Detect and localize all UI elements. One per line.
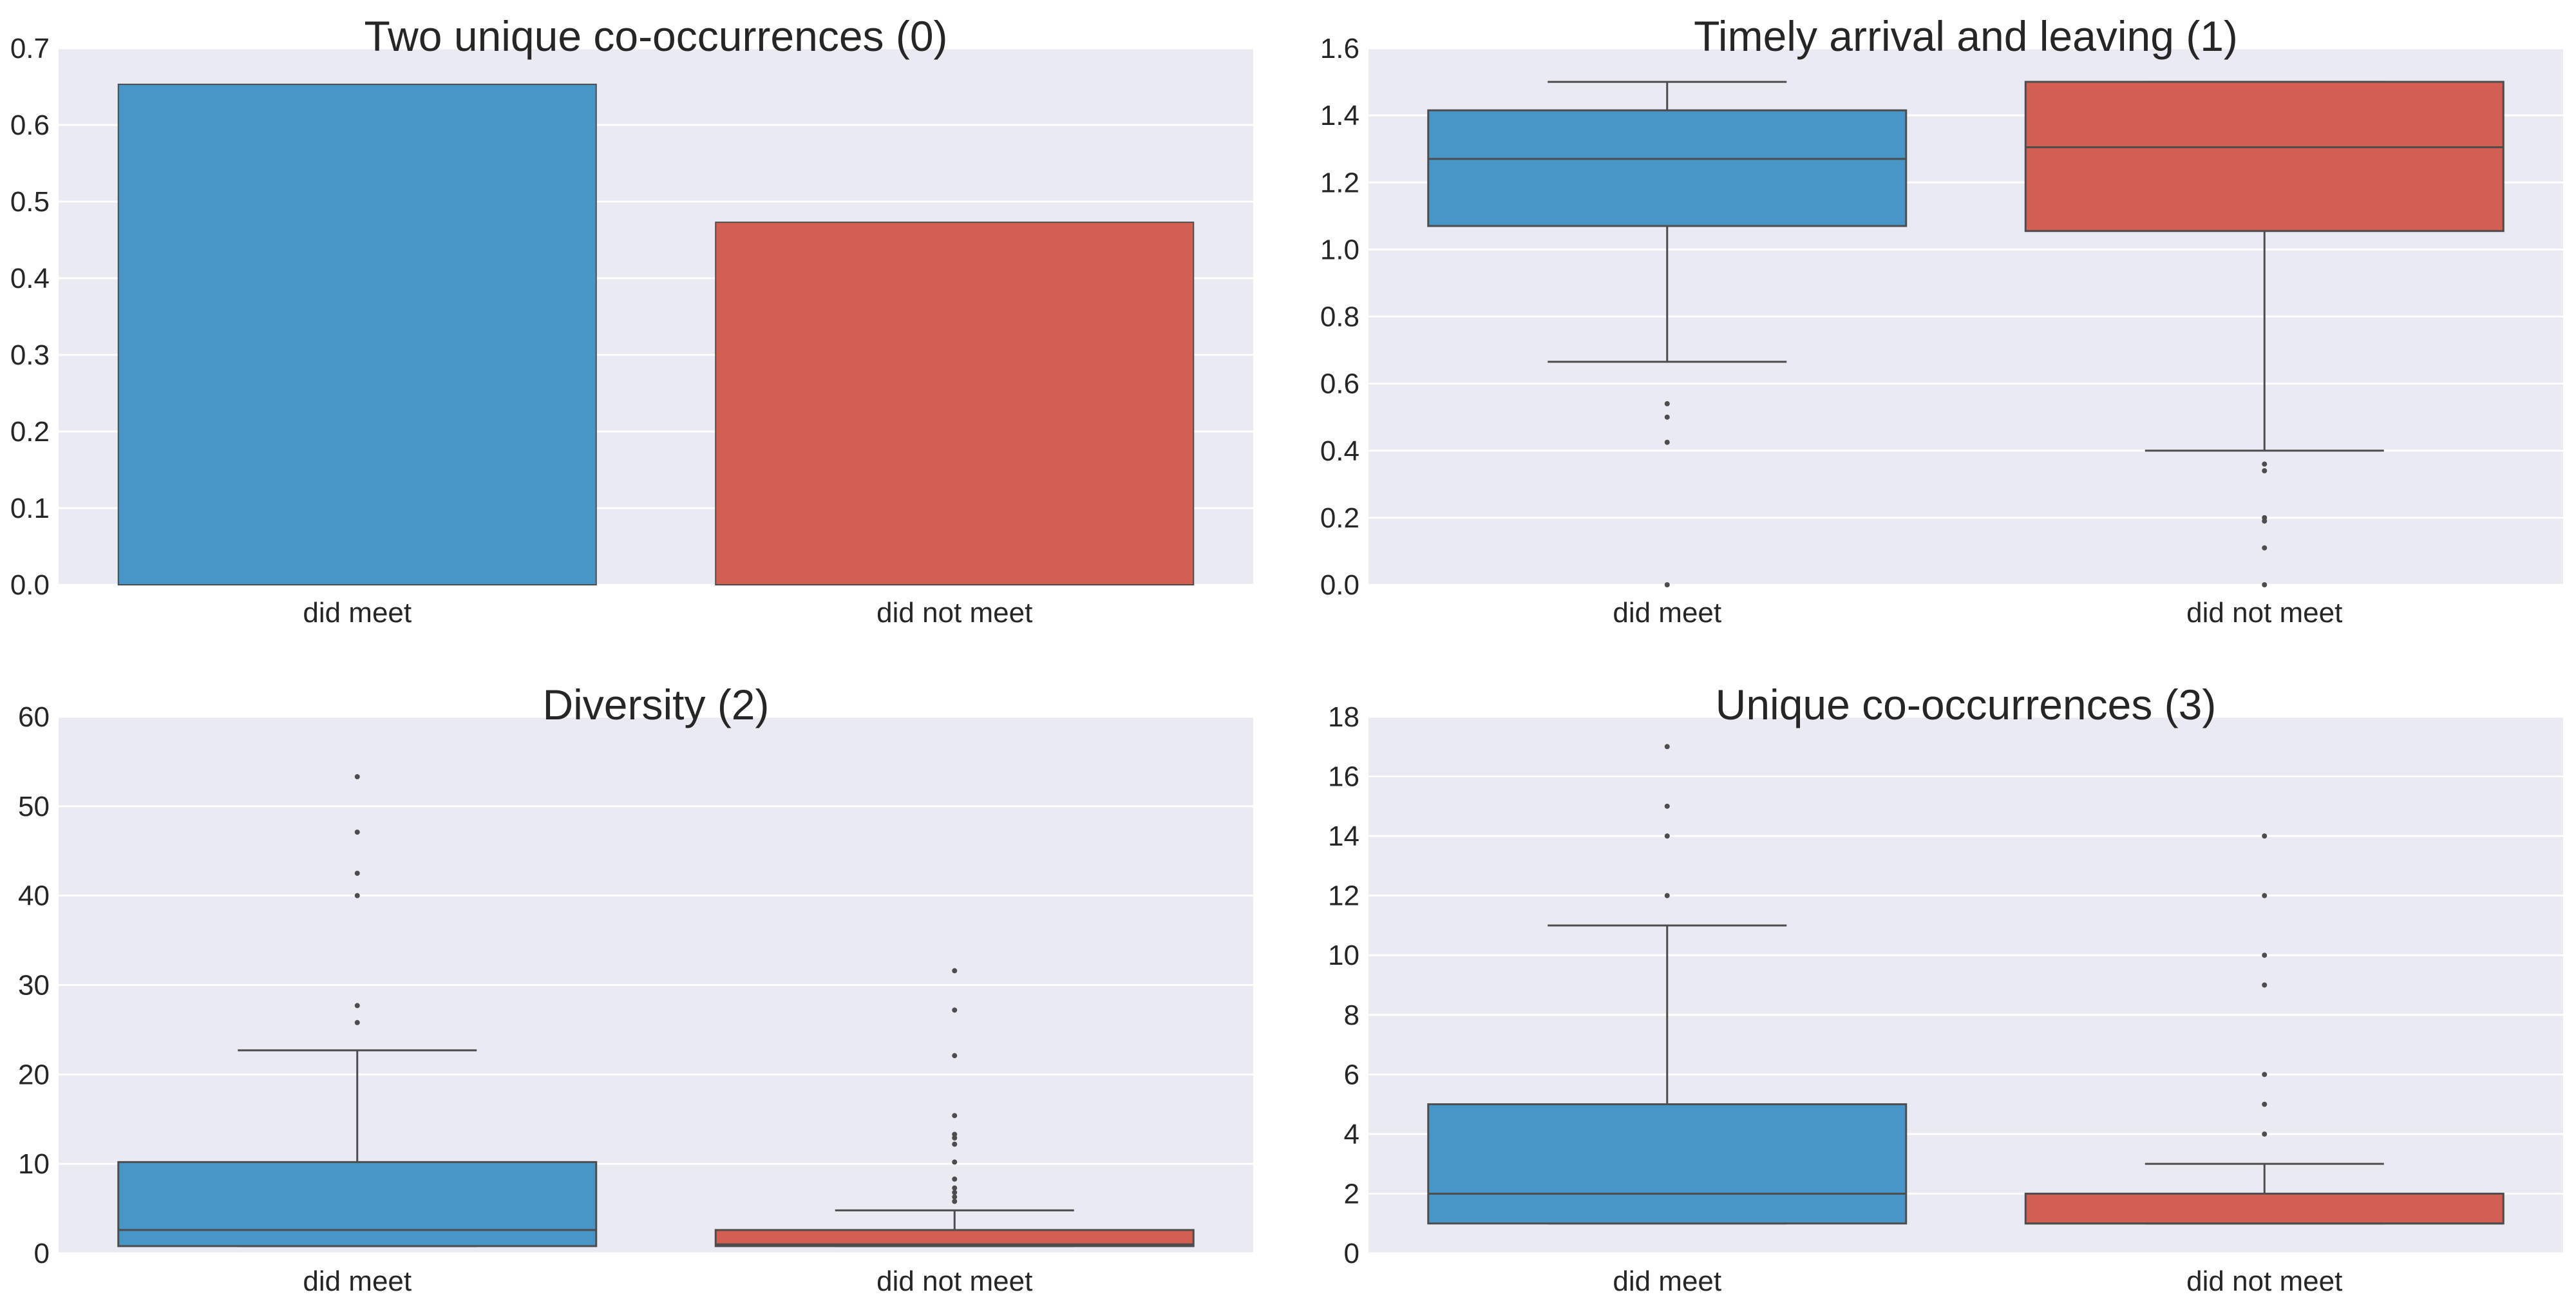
subplot-3: 0 2 4 6 8 10 12 14 16 18 Unique co-occurrences (3)…: [1328, 681, 2563, 1297]
y-tick-label: 1.4: [1320, 100, 1359, 131]
box-did-meet: [117, 1161, 598, 1247]
outlier-point: [1664, 439, 1670, 445]
y-tick-label: 4: [1344, 1119, 1359, 1150]
y-tick-label: 2: [1344, 1178, 1359, 1209]
x-tick-label: did meet: [303, 1266, 412, 1297]
chart-title: Two unique co-occurrences (0): [364, 12, 947, 60]
chart-title: Unique co-occurrences (3): [1716, 681, 2217, 728]
outlier-point: [2262, 893, 2268, 898]
y-tick-label: 1.6: [1320, 33, 1359, 64]
outlier-point: [354, 893, 360, 898]
subplot-1: 0.0 0.2 0.4 0.6 0.8 1.0 1.2 1.4 1.6 Timely arriva…: [1320, 12, 2563, 629]
outlier-point: [354, 870, 360, 876]
y-tick-label: 0.2: [10, 416, 50, 448]
outlier-point: [1664, 833, 1670, 839]
y-tick-label: 0.5: [10, 186, 50, 218]
chart-title: Timely arrival and leaving (1): [1694, 12, 2238, 60]
outlier-point: [354, 1019, 360, 1025]
outlier-point: [2262, 468, 2268, 473]
outlier-point: [1664, 582, 1670, 587]
y-tick-label: 0.2: [1320, 502, 1359, 534]
y-tick-label: 20: [18, 1059, 50, 1090]
box-did-not-meet: [2024, 1192, 2505, 1225]
outlier-point: [1664, 414, 1670, 420]
outlier-point: [952, 1135, 958, 1141]
y-tick-label: 0: [1344, 1238, 1359, 1269]
y-tick-label: 0.0: [1320, 569, 1359, 601]
y-tick-label: 16: [1328, 761, 1359, 793]
outlier-point: [952, 1053, 958, 1059]
y-tick-label: 10: [18, 1148, 50, 1180]
outlier-point: [354, 1003, 360, 1009]
subplot-2: 0 10 20 30 40 50 60 Diversity (2) did meet did no…: [18, 681, 1253, 1297]
y-tick-label: 0.7: [10, 33, 50, 64]
x-tick-label: did meet: [1613, 597, 1721, 629]
outlier-point: [2262, 518, 2268, 524]
outlier-point: [952, 1159, 958, 1165]
y-tick-label: 40: [18, 880, 50, 912]
y-tick-label: 12: [1328, 880, 1359, 912]
y-tick-label: 0.1: [10, 493, 50, 524]
y-tick-label: 0.8: [1320, 301, 1359, 333]
y-tick-label: 6: [1344, 1059, 1359, 1090]
outlier-point: [952, 1176, 958, 1182]
box-did-not-meet: [2024, 81, 2505, 232]
outlier-point: [1664, 803, 1670, 809]
y-tick-label: 0.6: [1320, 368, 1359, 400]
outlier-point: [952, 1199, 958, 1204]
outlier-point: [2262, 582, 2268, 587]
outlier-point: [354, 830, 360, 835]
outlier-point: [2262, 1072, 2268, 1077]
outlier-point: [952, 1141, 958, 1147]
y-tick-label: 0.6: [10, 109, 50, 141]
outlier-point: [2262, 953, 2268, 958]
y-tick-label: 0.4: [1320, 435, 1359, 467]
x-tick-label: did meet: [1613, 1266, 1721, 1297]
outlier-point: [2262, 1101, 2268, 1107]
outlier-point: [2262, 982, 2268, 988]
bar-did-meet: [117, 83, 597, 585]
outlier-point: [952, 1194, 958, 1200]
outlier-point: [952, 1185, 958, 1191]
x-tick-label: did not meet: [2186, 597, 2342, 629]
y-tick-label: 60: [18, 701, 50, 733]
chart-title: Diversity (2): [542, 681, 769, 728]
box-did-meet: [1427, 109, 1908, 227]
y-tick-label: 10: [1328, 940, 1359, 971]
outlier-point: [354, 774, 360, 780]
y-tick-label: 0.4: [10, 263, 50, 294]
x-tick-label: did not meet: [876, 1266, 1032, 1297]
x-tick-label: did meet: [303, 597, 412, 629]
subplot-0: 0.0 0.1 0.2 0.3 0.4 0.5 0.6 0.7 Two unique co-oc…: [10, 12, 1253, 629]
outlier-point: [952, 1007, 958, 1013]
x-tick-label: did not meet: [876, 597, 1032, 629]
outlier-point: [952, 1190, 958, 1195]
y-tick-label: 0.3: [10, 339, 50, 371]
y-tick-label: 30: [18, 970, 50, 1001]
y-tick-label: 1.0: [1320, 234, 1359, 265]
y-tick-label: 0: [34, 1238, 50, 1269]
subplots: 0.0 0.1 0.2 0.3 0.4 0.5 0.6 0.7 Two unique co-oc…: [10, 12, 2563, 1297]
box-did-meet: [1427, 1103, 1908, 1225]
outlier-point: [1664, 893, 1670, 898]
outlier-point: [952, 1132, 958, 1137]
y-tick-label: 0.0: [10, 569, 50, 601]
y-tick-label: 18: [1328, 701, 1359, 733]
y-tick-label: 8: [1344, 1000, 1359, 1031]
outlier-point: [2262, 461, 2268, 467]
bar-did-not-meet: [715, 222, 1195, 585]
x-tick-label: did not meet: [2186, 1266, 2342, 1297]
y-tick-label: 14: [1328, 820, 1359, 852]
y-tick-label: 50: [18, 791, 50, 822]
outlier-point: [952, 968, 958, 974]
y-tick-label: 1.2: [1320, 167, 1359, 198]
outlier-point: [1664, 744, 1670, 750]
outlier-point: [952, 1113, 958, 1119]
outlier-point: [2262, 833, 2268, 839]
outlier-point: [2262, 545, 2268, 551]
outlier-point: [1664, 401, 1670, 406]
outlier-point: [2262, 1131, 2268, 1137]
